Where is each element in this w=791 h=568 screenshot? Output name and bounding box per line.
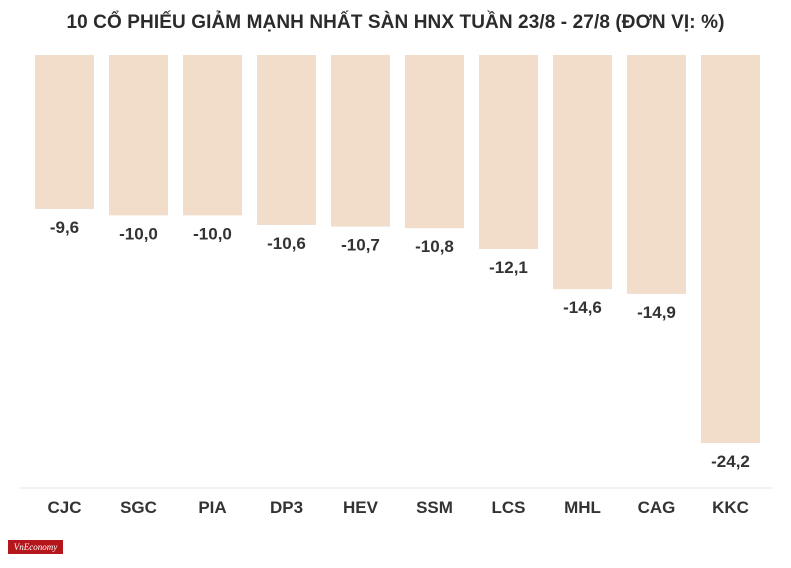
tick-label-dp3: DP3 <box>270 498 303 517</box>
data-label-cag: -14,9 <box>637 303 676 322</box>
data-label-cjc: -9,6 <box>50 218 79 237</box>
bar-kkc <box>701 55 760 443</box>
bar-sgc <box>109 55 168 216</box>
vneconomy-logo: VnEconomy <box>8 540 63 554</box>
bar-mhl <box>553 55 612 290</box>
tick-label-cjc: CJC <box>47 498 81 517</box>
tick-label-hev: HEV <box>343 498 379 517</box>
data-label-pia: -10,0 <box>193 224 232 243</box>
tick-label-lcs: LCS <box>492 498 526 517</box>
bar-ssm <box>405 55 464 229</box>
chart-title: 10 CỔ PHIẾU GIẢM MẠNH NHẤT SÀN HNX TUẦN … <box>66 12 725 33</box>
tick-label-kkc: KKC <box>712 498 749 517</box>
tick-label-cag: CAG <box>638 498 676 517</box>
bar-cag <box>627 55 686 294</box>
tick-label-ssm: SSM <box>416 498 453 517</box>
tick-label-sgc: SGC <box>120 498 157 517</box>
tick-label-mhl: MHL <box>564 498 601 517</box>
data-label-kkc: -24,2 <box>711 452 750 471</box>
data-label-hev: -10,7 <box>341 236 380 255</box>
bar-lcs <box>479 55 538 249</box>
data-label-dp3: -10,6 <box>267 234 306 253</box>
data-label-mhl: -14,6 <box>563 298 602 317</box>
bar-pia <box>183 55 242 216</box>
data-label-ssm: -10,8 <box>415 237 454 256</box>
tick-label-pia: PIA <box>198 498 226 517</box>
data-label-lcs: -12,1 <box>489 258 528 277</box>
bar-dp3 <box>257 55 316 225</box>
data-label-sgc: -10,0 <box>119 224 158 243</box>
bar-hev <box>331 55 390 227</box>
bar-cjc <box>35 55 94 209</box>
